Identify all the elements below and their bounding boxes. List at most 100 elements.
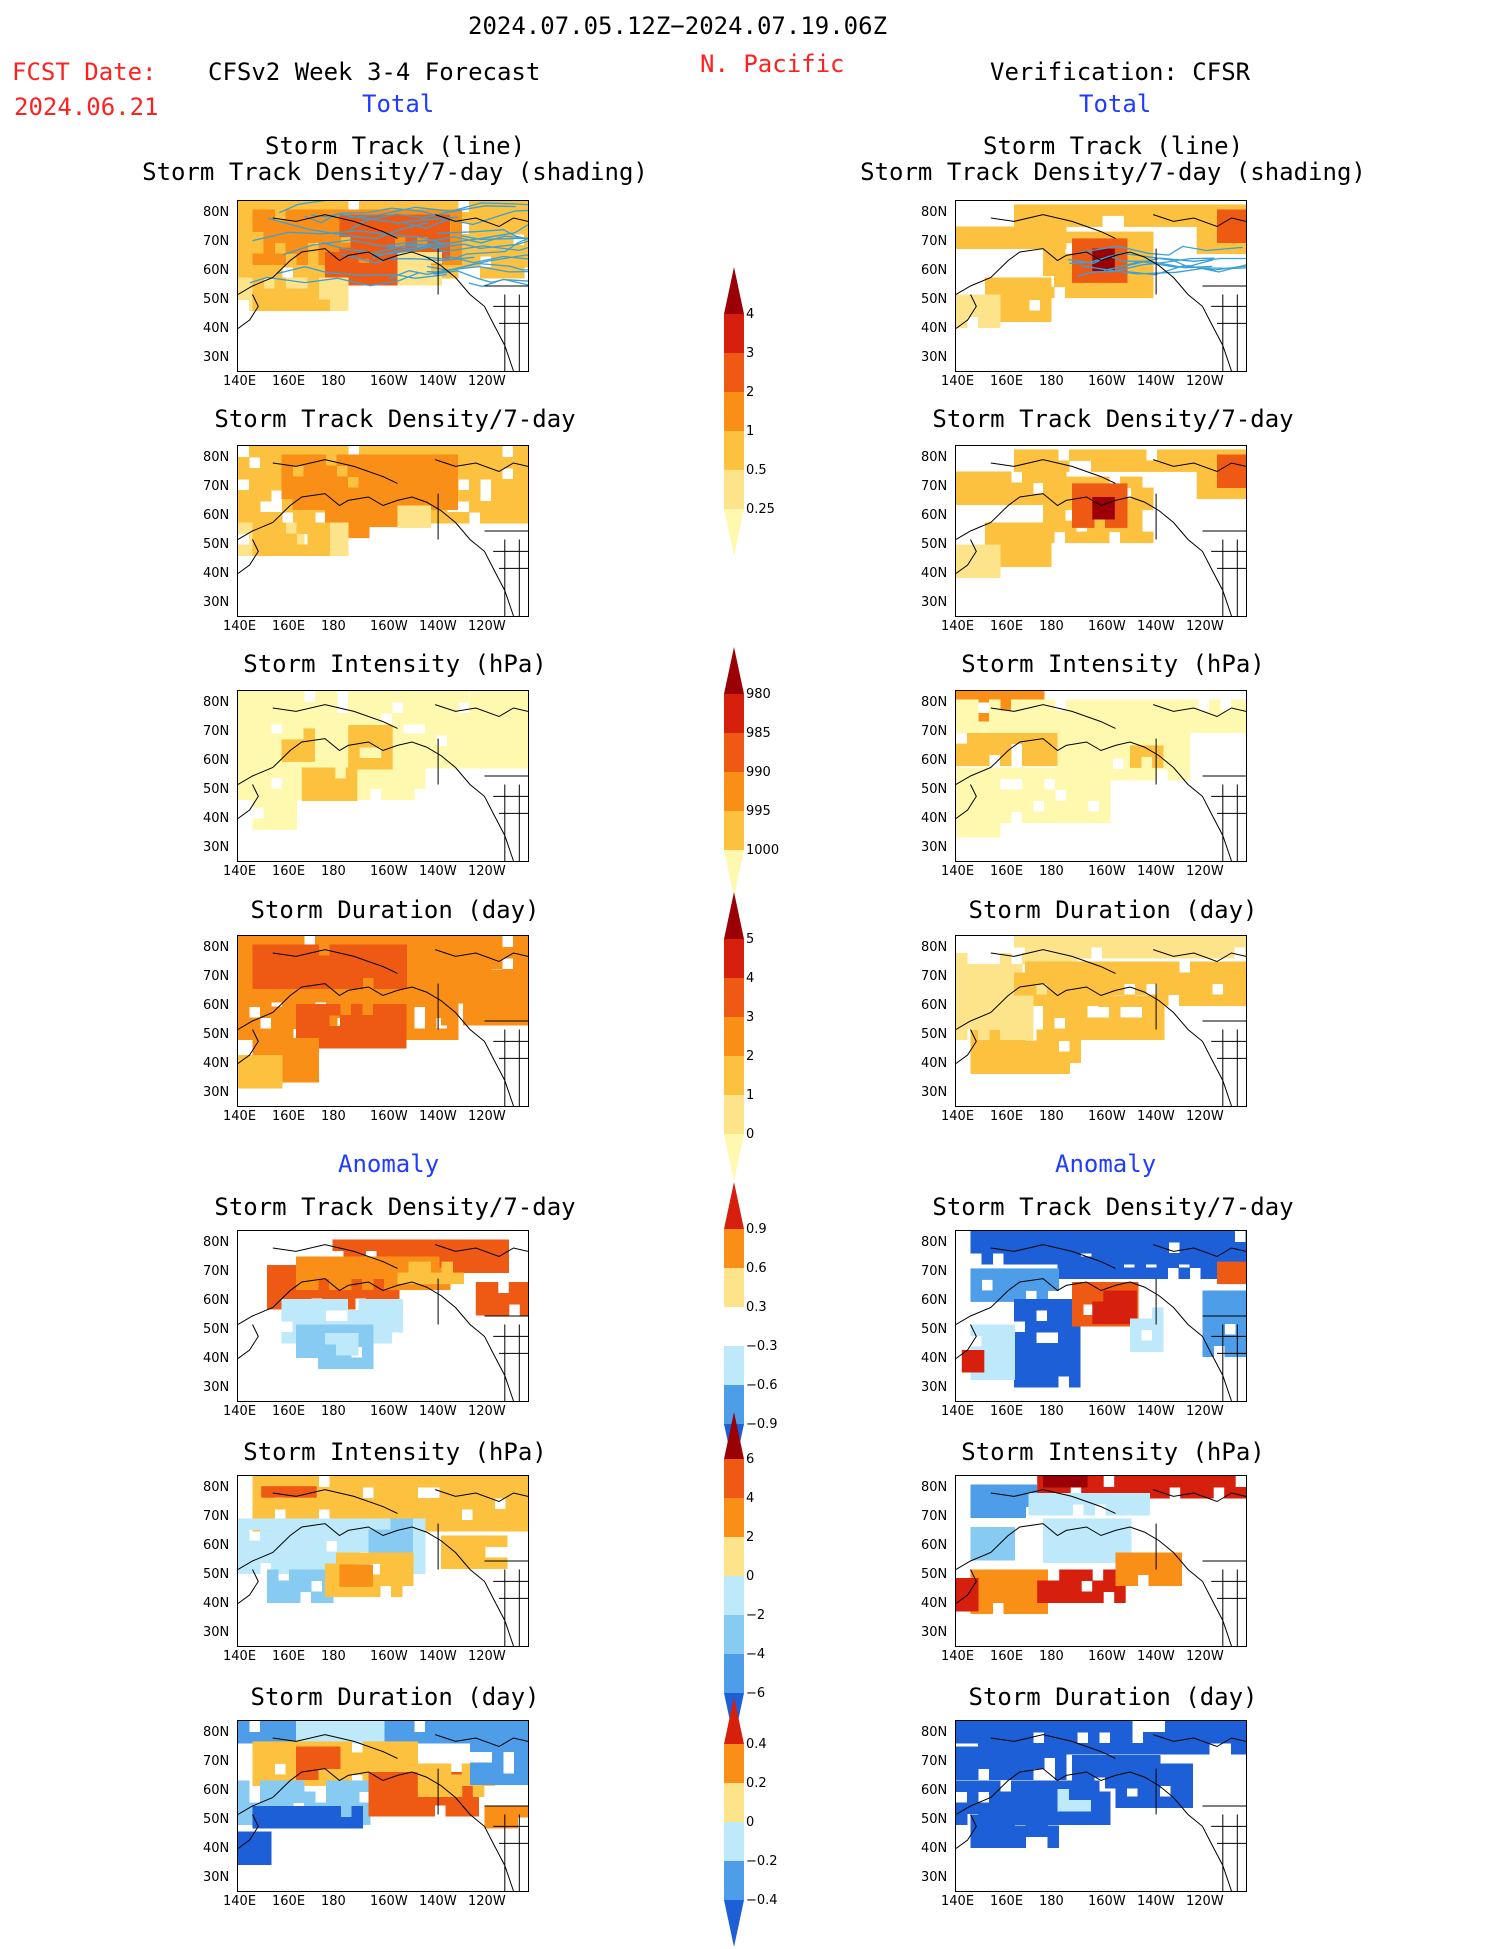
- colorbar-segment: [724, 892, 744, 939]
- shade-cell: [274, 231, 286, 243]
- y-tick-label: 40N: [203, 1351, 230, 1366]
- shade-cell: [1245, 947, 1246, 959]
- shade-cell: [271, 1780, 283, 1792]
- shade-cell: [1223, 961, 1235, 973]
- shade-cell: [425, 1028, 437, 1040]
- shade-cell: [1040, 299, 1052, 311]
- y-tick-label: 50N: [203, 292, 230, 307]
- shade-cell: [1142, 995, 1154, 1007]
- shade-cell: [1159, 1774, 1171, 1786]
- shade-cell: [527, 1509, 528, 1521]
- y-tick-label: 60N: [203, 1538, 230, 1553]
- shade-cell: [329, 1346, 341, 1358]
- shade-cell: [1025, 1299, 1037, 1311]
- shade-cell: [391, 1299, 403, 1311]
- shade-cell: [405, 214, 417, 227]
- shade-cell: [314, 498, 326, 510]
- shade-cell: [292, 454, 304, 466]
- shade-cell: [390, 1794, 402, 1806]
- shade-cell: [282, 1017, 294, 1029]
- shade-cell: [480, 947, 492, 959]
- shade-cell: [1145, 1267, 1157, 1279]
- shade-cell: [469, 468, 481, 480]
- shade-cell: [1083, 1766, 1095, 1778]
- shade-cell: [395, 1026, 407, 1038]
- shade-cell: [967, 691, 979, 703]
- y-tick-label: 30N: [203, 350, 230, 365]
- shade-cell: [1131, 1028, 1143, 1040]
- shade-cell: [1066, 800, 1078, 812]
- shade-cell: [441, 1535, 453, 1547]
- shade-cell: [369, 454, 381, 466]
- shade-cell: [480, 958, 492, 970]
- shade-cell: [314, 1310, 326, 1322]
- shade-cell: [1181, 1763, 1193, 1775]
- shade-cell: [392, 777, 404, 789]
- x-tick-label: 160W: [370, 1404, 408, 1419]
- shade-cell: [325, 1299, 337, 1311]
- shade-cell: [303, 487, 315, 499]
- shade-cell: [1094, 238, 1106, 250]
- shade-cell: [1207, 476, 1220, 488]
- shade-cell: [384, 1278, 396, 1290]
- shade-cell: [967, 815, 979, 827]
- shade-cell: [329, 955, 341, 967]
- shade-cell: [1003, 1357, 1015, 1369]
- shade-cell: [380, 504, 392, 517]
- shade-cell: [513, 735, 525, 747]
- shade-cell: [1110, 1743, 1122, 1755]
- shade-cell: [293, 724, 305, 736]
- shade-cell: [481, 691, 493, 703]
- shade-cell: [1011, 1746, 1023, 1758]
- shade-cell: [495, 1817, 507, 1829]
- shade-cell: [366, 1287, 378, 1299]
- shade-cell: [1000, 789, 1012, 801]
- shade-cell: [373, 1752, 385, 1764]
- shade-cell: [978, 237, 990, 249]
- shade-cell: [1115, 1763, 1127, 1775]
- shade-cell: [491, 512, 503, 524]
- shade-cell: [359, 691, 371, 703]
- shade-cell: [985, 533, 997, 545]
- shade-cell: [1036, 1814, 1048, 1826]
- shade-cell: [373, 966, 385, 978]
- shade-cell: [970, 1051, 982, 1063]
- shade-cell: [1087, 531, 1099, 544]
- shade-cell: [1130, 1340, 1142, 1352]
- shade-cell: [376, 1250, 388, 1262]
- shade-cell: [972, 1361, 985, 1373]
- shade-cell: [967, 1768, 979, 1780]
- shade-cell: [1146, 204, 1158, 216]
- shade-cell: [401, 1529, 413, 1541]
- shade-cell: [289, 1580, 301, 1592]
- shade-cell: [362, 1256, 374, 1268]
- shade-cell: [970, 1484, 982, 1496]
- shade-cell: [1057, 1256, 1069, 1268]
- shade-cell: [1094, 1755, 1106, 1767]
- shade-cell: [1154, 710, 1166, 722]
- shade-cell: [436, 947, 448, 959]
- shade-cell: [481, 1773, 493, 1785]
- shade-cell: [961, 1361, 974, 1373]
- shade-cell: [414, 1732, 426, 1744]
- shade-cell: [1054, 1006, 1066, 1018]
- shade-cell: [425, 980, 437, 992]
- storm-track-line: [282, 239, 452, 256]
- shade-cell: [480, 212, 492, 224]
- map-fcst-density: [238, 446, 528, 616]
- shade-cell: [289, 1287, 301, 1299]
- shade-cell: [329, 1509, 341, 1521]
- fcst-duration-title: Storm Duration (day): [250, 896, 540, 924]
- shade-cell: [1011, 699, 1023, 711]
- x-tick-label: 140E: [941, 864, 975, 879]
- shade-cell: [1146, 1253, 1158, 1265]
- shade-cell: [483, 1498, 495, 1510]
- shade-cell: [1007, 288, 1019, 300]
- shade-cell: [441, 970, 453, 982]
- shade-cell: [263, 1509, 275, 1521]
- shade-cell: [285, 1752, 297, 1764]
- shade-cell: [414, 995, 426, 1007]
- shade-cell: [362, 1509, 374, 1521]
- colorbar-segment: [724, 1537, 744, 1576]
- shade-cell: [447, 724, 459, 736]
